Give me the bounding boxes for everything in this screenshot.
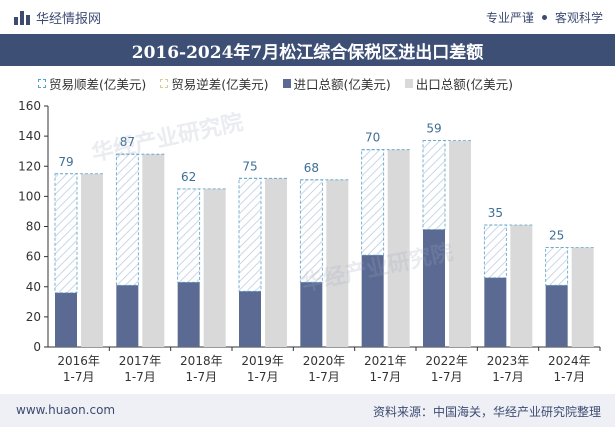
- y-tick-label: 40: [26, 280, 41, 294]
- x-tick-label-period: 1-7月: [554, 370, 586, 384]
- surplus-bar: [483, 224, 507, 279]
- footer: www.huaon.com 资料来源：中国海关，华经产业研究院整理: [0, 394, 615, 427]
- y-tick-label: 20: [26, 310, 41, 324]
- surplus-bar: [238, 177, 262, 292]
- legend-label-deficit: 贸易逆差(亿美元): [171, 77, 269, 92]
- surplus-bar: [361, 149, 385, 256]
- surplus-bar: [115, 153, 139, 286]
- legend-swatch-surplus: [38, 79, 46, 88]
- chart-title: 2016-2024年7月松江综合保税区进出口差额: [131, 42, 484, 63]
- logo-icon: [14, 10, 30, 25]
- surplus-value-label: 70: [365, 131, 380, 145]
- x-tick-label-period: 1-7月: [247, 370, 279, 384]
- surplus-bar: [422, 140, 446, 230]
- brand-name: 华经情报网: [36, 12, 102, 27]
- x-tick-label-period: 1-7月: [431, 370, 463, 384]
- x-tick-label-year: 2016年: [57, 354, 100, 368]
- import-bar: [545, 285, 568, 347]
- x-tick-label-period: 1-7月: [186, 370, 218, 384]
- export-bar: [203, 188, 226, 347]
- import-bar: [484, 277, 507, 347]
- legend-label-surplus: 贸易顺差(亿美元): [49, 77, 147, 92]
- legend-label-export: 出口总额(亿美元): [415, 77, 514, 92]
- slogan-2: 客观科学: [554, 11, 603, 25]
- y-tick-label: 140: [18, 129, 41, 143]
- import-bar: [361, 255, 384, 347]
- surplus-value-label: 75: [242, 159, 257, 173]
- legend-surplus: 贸易顺差(亿美元): [38, 74, 146, 93]
- slogan-1: 专业严谨: [485, 11, 534, 25]
- export-bar: [387, 149, 410, 347]
- x-tick-label-year: 2018年: [180, 354, 223, 368]
- export-bar: [326, 179, 349, 347]
- x-tick-label-year: 2017年: [119, 354, 162, 368]
- x-tick-label-year: 2023年: [487, 354, 530, 368]
- x-tick-label-year: 2020年: [303, 354, 346, 368]
- surplus-value-label: 25: [549, 229, 564, 243]
- chart-plot: 0 20 40 60 80 100 120 140 160 79 2016年 1-7月 87 2017年 1…: [18, 99, 601, 384]
- legend-deficit: 贸易逆差(亿美元): [160, 74, 269, 93]
- legend-swatch-import: [282, 79, 291, 88]
- y-tick-label: 100: [18, 189, 41, 203]
- surplus-bar: [177, 188, 201, 283]
- legend-import: 进口总额(亿美元): [282, 74, 391, 93]
- y-tick-label: 60: [26, 250, 41, 264]
- import-bar: [116, 285, 139, 347]
- export-bar: [142, 154, 165, 347]
- export-bar: [510, 224, 533, 347]
- surplus-value-label: 79: [58, 155, 73, 169]
- export-bar: [449, 140, 471, 347]
- x-tick-label-year: 2019年: [241, 354, 284, 368]
- x-tick-label-period: 1-7月: [124, 370, 156, 384]
- x-tick-label-year: 2022年: [425, 354, 468, 368]
- surplus-value-label: 68: [304, 161, 319, 175]
- surplus-value-label: 35: [488, 206, 503, 220]
- legend: 贸易顺差(亿美元) 贸易逆差(亿美元) 进口总额(亿美元) 出口总额(亿美元): [38, 74, 513, 93]
- x-tick-label-period: 1-7月: [492, 370, 524, 384]
- x-tick-label-year: 2024年: [548, 354, 591, 368]
- dot-icon: [541, 15, 547, 20]
- x-tick-label-year: 2021年: [364, 354, 407, 368]
- footer-source: 资料来源：中国海关，华经产业研究院整理: [372, 405, 601, 419]
- footer-website: www.huaon.com: [16, 403, 116, 417]
- surplus-bar: [545, 247, 569, 286]
- export-bar: [81, 173, 103, 347]
- legend-label-import: 进口总额(亿美元): [293, 77, 391, 92]
- import-bar: [177, 282, 200, 347]
- import-bar: [423, 229, 445, 347]
- y-tick-label: 0: [33, 340, 41, 354]
- import-bar: [55, 292, 77, 347]
- surplus-bar: [54, 173, 78, 294]
- export-bar: [265, 178, 287, 347]
- y-tick-label: 80: [26, 220, 41, 234]
- legend-swatch-deficit: [160, 79, 169, 88]
- import-bar: [239, 291, 261, 347]
- surplus-value-label: 62: [181, 170, 196, 184]
- y-tick-label: 160: [18, 99, 41, 113]
- y-tick-label: 120: [18, 159, 41, 173]
- brand: 华经情报网: [14, 8, 101, 27]
- chart-title-bar: 2016-2024年7月松江综合保税区进出口差额: [0, 34, 615, 66]
- surplus-value-label: 87: [120, 135, 135, 149]
- x-tick-label-period: 1-7月: [308, 370, 340, 384]
- legend-export: 出口总额(亿美元): [404, 74, 514, 93]
- surplus-value-label: 59: [426, 122, 441, 136]
- top-bar: 华经情报网 专业严谨 客观科学: [0, 0, 615, 34]
- legend-swatch-export: [404, 79, 413, 88]
- slogan: 专业严谨 客观科学: [486, 9, 603, 26]
- export-bar: [571, 247, 594, 347]
- x-tick-label-period: 1-7月: [63, 370, 95, 384]
- x-tick-label-period: 1-7月: [370, 370, 402, 384]
- import-bar: [300, 282, 323, 347]
